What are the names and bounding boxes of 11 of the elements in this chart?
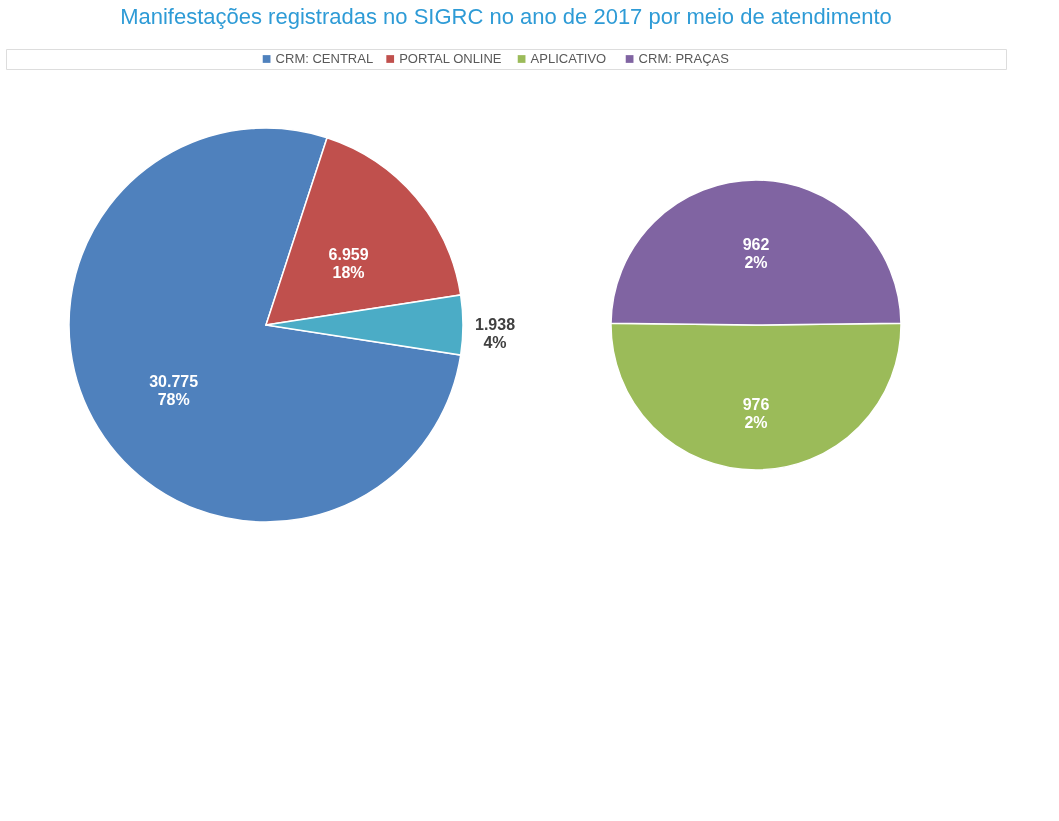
pie-slice: [68, 127, 462, 523]
data-label: 6.959 18%: [328, 245, 369, 281]
legend-label: CRM: CENTRAL: [275, 51, 374, 66]
data-label: 30.775 78%: [149, 372, 199, 408]
data-label: 976 2%: [742, 395, 770, 431]
legend-label: CRM: PRAÇAS: [638, 51, 730, 66]
legend-label: APLICATIVO: [530, 51, 607, 66]
data-label: 962 2%: [742, 236, 770, 272]
data-label: 1.938 4%: [474, 316, 516, 351]
chart-title: Manifestações registradas no SIGRC no ano de 2017 por meio de atendimento: [120, 3, 892, 29]
legend-label: PORTAL ONLINE: [399, 51, 502, 66]
